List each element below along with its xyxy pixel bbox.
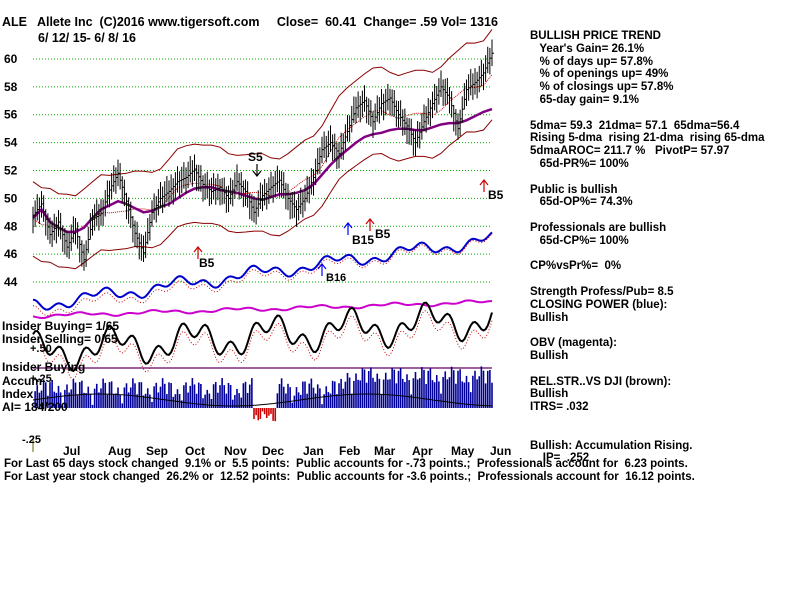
stats-line: 65d-OP%= 74.3% xyxy=(530,196,633,209)
relative-strength-ma xyxy=(32,310,493,380)
stats-line: % of openings up= 49% xyxy=(530,68,669,81)
signal-b15-label: B15 xyxy=(352,233,375,247)
x-tick-label: Jul xyxy=(63,444,80,458)
x-tick-label: Oct xyxy=(185,444,205,458)
stats-line: ITRS= .032 xyxy=(530,401,589,414)
stats-line: Rising 5-dma rising 21-dma rising 65-dma xyxy=(530,132,765,145)
insider-buying-label-2: Insider Buying xyxy=(2,360,86,374)
indicator-lines xyxy=(32,231,493,380)
stats-line: 5dmaAROC= 211.7 % PivotP= 57.97 xyxy=(530,145,730,158)
signal-s5-label: S5 xyxy=(248,150,263,164)
stats-line: % of closings up= 57.8% xyxy=(530,81,674,94)
y-tick-label: 56 xyxy=(4,108,18,122)
x-axis-tick-labels: Jul Aug Sep Oct Nov Dec Jan Feb Mar Apr May Jun xyxy=(63,444,511,458)
chart-title: ALE Allete Inc (C)2016 www.tigersoft.com… xyxy=(2,15,498,29)
closing-power-line xyxy=(32,231,493,311)
s5-arrow-head xyxy=(252,170,262,177)
x-tick-label: Aug xyxy=(108,444,131,458)
y-axis-tick-labels: 44 46 48 50 52 54 56 58 60 xyxy=(4,52,18,289)
stats-line: Year's Gain= 26.1% xyxy=(530,42,645,55)
x-tick-label: Feb xyxy=(339,444,360,458)
x-tick-label: Dec xyxy=(262,444,284,458)
x-tick-label: May xyxy=(451,444,475,458)
insider-selling-label: Insider Selling= 0/65 xyxy=(2,332,118,346)
stats-line: BULLISH PRICE TREND xyxy=(530,30,661,42)
stats-line: REL.STR..VS DJI (brown): xyxy=(530,375,672,388)
plus-50-label: +.50 xyxy=(30,343,52,355)
y-tick-label: 48 xyxy=(4,219,18,233)
ai-label: AI= 184/200 xyxy=(2,400,68,414)
x-tick-label: Jun xyxy=(490,444,511,458)
stats-line: Public is bullish xyxy=(530,183,618,196)
x-tick-label: Mar xyxy=(374,444,396,458)
y-tick-label: 52 xyxy=(4,164,18,178)
y-tick-label: 44 xyxy=(4,275,18,289)
accumulation-ma-line xyxy=(32,393,493,407)
stats-line: Bullish: Accumulation Rising. xyxy=(530,439,693,452)
stats-line: Bullish xyxy=(530,350,569,362)
b15-arrow-head xyxy=(343,222,353,229)
footer-line-year: For Last year stock changed 26.2% or 12.… xyxy=(4,471,695,483)
stats-line: Bullish xyxy=(530,388,569,401)
signal-b5-label-right: B5 xyxy=(488,188,504,202)
signal-arrows xyxy=(193,164,489,276)
x-tick-label: Jan xyxy=(303,444,324,458)
upper-band xyxy=(32,29,493,197)
date-range: 6/ 12/ 15- 6/ 8/ 16 xyxy=(38,31,136,45)
y-tick-label: 58 xyxy=(4,80,18,94)
y-tick-label: 60 xyxy=(4,52,18,66)
price-gridlines xyxy=(32,58,492,452)
stats-line: Strength Profess/Pub= 8.5 xyxy=(530,286,674,298)
y-tick-label: 50 xyxy=(4,191,18,205)
stats-line: 65-day gain= 9.1% xyxy=(530,94,639,106)
signal-b5-label-mid: B5 xyxy=(375,227,391,241)
stats-line: 65d-PR%= 100% xyxy=(530,158,629,170)
signal-b5-label-lower: B5 xyxy=(199,256,215,270)
y-tick-label: 54 xyxy=(4,136,18,150)
closing-power-ma xyxy=(32,233,493,317)
footer-line-65-days: For Last 65 days stock changed 9.1% or 5… xyxy=(4,458,688,470)
lower-band xyxy=(32,119,493,270)
stats-line: CP%vsPr%= 0% xyxy=(530,260,622,273)
stats-line: CLOSING POWER (blue): xyxy=(530,298,668,311)
stats-line: OBV (magenta): xyxy=(530,337,617,350)
insider-buying-label: Insider Buying= 1/65 xyxy=(2,319,120,333)
relative-strength-line xyxy=(32,301,493,373)
stats-line: % of days up= 57.8% xyxy=(530,55,654,68)
stats-line: 65d-CP%= 100% xyxy=(530,234,629,247)
price-bars xyxy=(32,39,494,271)
x-tick-label: Sep xyxy=(146,444,168,458)
minus-25-label: -.25 xyxy=(22,434,41,446)
b16-arrow-head xyxy=(317,263,327,270)
accumulation-bars xyxy=(32,366,493,422)
signal-b16-label: B16 xyxy=(326,272,347,284)
x-tick-label: Apr xyxy=(412,444,433,458)
x-tick-label: Nov xyxy=(224,444,247,458)
b5-arrow-right-head xyxy=(479,179,489,186)
b5-arrow-mid-head xyxy=(365,218,375,225)
stats-line: Professionals are bullish xyxy=(530,222,667,234)
stats-line: 5dma= 59.3 21dma= 57.1 65dma=56.4 xyxy=(530,119,740,132)
stats-line: Bullish xyxy=(530,311,569,324)
y-tick-label: 46 xyxy=(4,247,18,261)
index-label: Index xyxy=(2,387,34,401)
accum-label: Accum xyxy=(2,374,43,388)
obv-line xyxy=(32,299,492,319)
b5-arrow-lower-head xyxy=(193,246,203,253)
plus-25-label: +.25 xyxy=(30,373,52,385)
stats-line: IP= .252 xyxy=(530,452,590,465)
